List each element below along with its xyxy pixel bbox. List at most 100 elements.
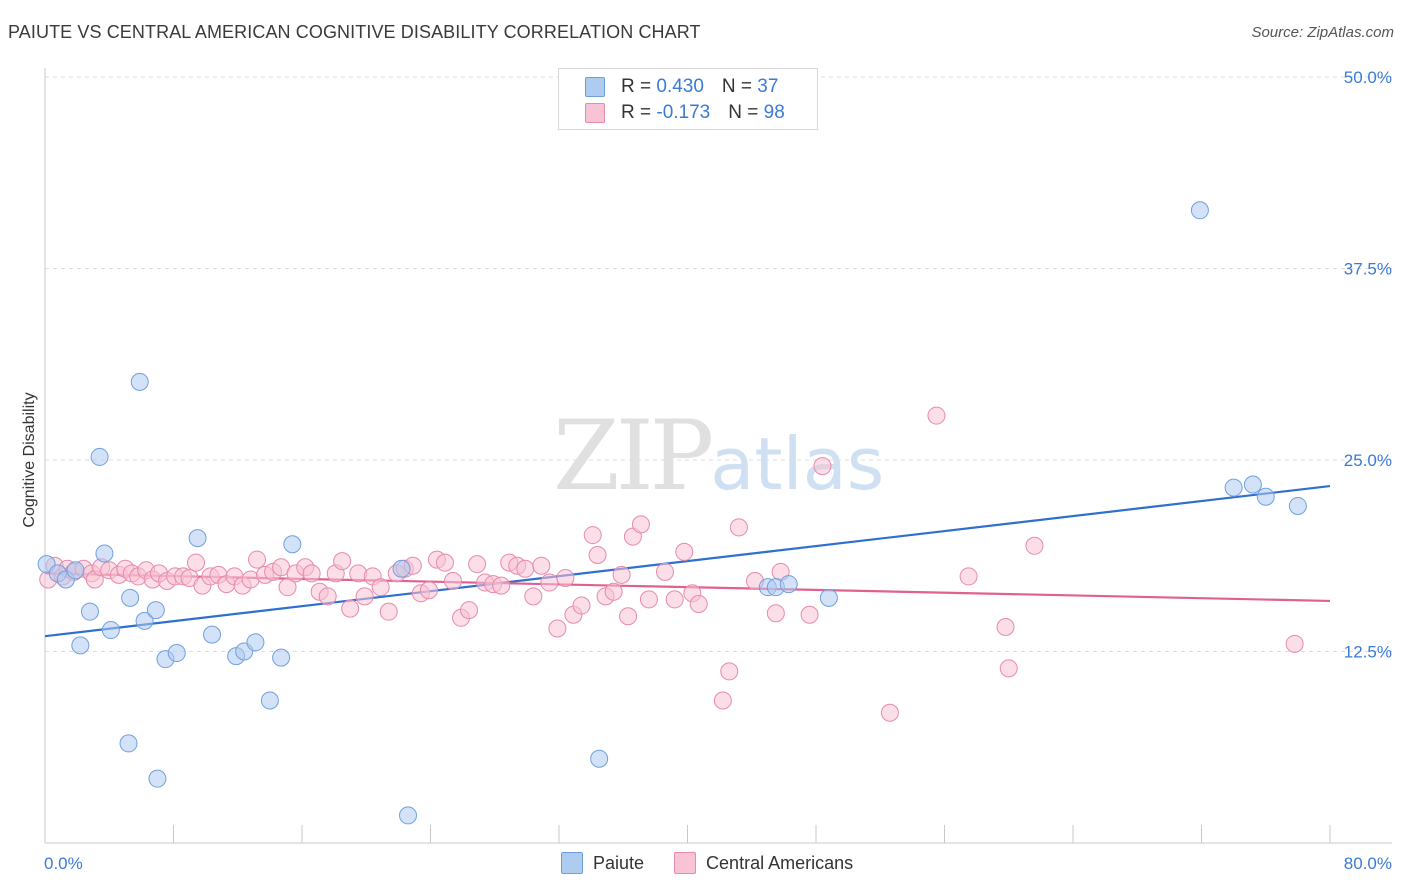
- paiute-point: [779, 575, 798, 594]
- paiute-point: [260, 691, 279, 710]
- central-american-point: [813, 457, 832, 476]
- legend-r-label: R =: [621, 76, 657, 97]
- legend-item-central-americans: Central Americans: [674, 852, 853, 874]
- central-american-point: [665, 590, 684, 609]
- central-american-point: [302, 564, 321, 583]
- legend-swatch-central-americans: [674, 852, 697, 874]
- chart-title: PAIUTE VS CENTRAL AMERICAN COGNITIVE DIS…: [8, 22, 701, 42]
- paiute-point: [80, 602, 99, 621]
- central-american-point: [468, 555, 487, 574]
- legend-row-central-americans: R = -0.173 N = 98: [585, 101, 785, 125]
- data-points: [37, 201, 1307, 825]
- paiute-point: [119, 734, 138, 753]
- axes: [44, 68, 1392, 844]
- central-american-point: [1025, 536, 1044, 555]
- central-american-point: [1285, 634, 1304, 653]
- tick-labels: 12.5% 25.0% 37.5% 50.0% 0.0% 80.0% Cognitive D…: [21, 68, 1392, 873]
- paiute-point: [1190, 201, 1209, 220]
- paiute-point: [1256, 487, 1275, 506]
- central-american-point: [999, 659, 1018, 678]
- central-american-point: [588, 545, 607, 564]
- legend-n-value: 37: [757, 76, 779, 97]
- paiute-point: [121, 588, 140, 607]
- central-american-point: [318, 587, 337, 606]
- central-american-point: [524, 587, 543, 606]
- gridlines: [45, 76, 1392, 652]
- central-american-point: [516, 559, 535, 578]
- paiute-point: [1243, 475, 1262, 494]
- y-tick-label: 50.0%: [1344, 68, 1392, 87]
- paiute-point: [1288, 496, 1307, 515]
- central-american-point: [532, 556, 551, 575]
- central-american-point: [540, 573, 559, 592]
- central-american-point: [689, 595, 708, 614]
- legend-n-value: 98: [763, 102, 785, 123]
- legend-swatch-paiute: [561, 852, 583, 874]
- paiute-point: [392, 559, 411, 578]
- central-american-point: [460, 601, 479, 620]
- paiute-point: [1224, 478, 1243, 497]
- legend-item-paiute: Paiute: [561, 852, 644, 874]
- legend-swatch-paiute: [585, 77, 605, 97]
- legend-r-label: R =: [621, 102, 657, 123]
- paiute-point: [272, 648, 291, 667]
- x-tick-label: 80.0%: [1344, 854, 1392, 873]
- trend-lines: [44, 484, 1331, 638]
- central-american-point: [572, 596, 591, 615]
- paiute-point: [399, 806, 418, 825]
- y-tick-label: 37.5%: [1344, 260, 1392, 279]
- central-american-point: [355, 587, 374, 606]
- correlation-legend: R = 0.430 N = 37 R = -0.173 N = 98: [558, 68, 818, 130]
- central-american-point: [333, 552, 352, 571]
- source-label: Source: ZipAtlas.com: [1251, 24, 1394, 41]
- paiute-point: [246, 633, 265, 652]
- legend-n-label: N =: [721, 76, 758, 97]
- watermark-zip: ZIP: [553, 400, 714, 512]
- central-american-point: [927, 406, 946, 425]
- paiute-point: [188, 529, 207, 548]
- central-american-point: [800, 605, 819, 624]
- watermark-atlas: atlas: [710, 422, 885, 506]
- central-american-point: [556, 568, 575, 587]
- paiute-point: [66, 561, 85, 580]
- central-american-point: [371, 578, 390, 597]
- y-tick-label: 12.5%: [1344, 643, 1392, 662]
- legend-label-paiute: Paiute: [593, 852, 645, 873]
- paiute-point: [167, 644, 186, 663]
- central-american-point: [379, 602, 398, 621]
- central-american-point: [720, 662, 739, 681]
- central-american-point: [959, 567, 978, 586]
- central-american-point: [612, 565, 631, 584]
- paiute-point: [283, 535, 302, 554]
- central-american-point: [880, 703, 899, 722]
- central-american-point: [604, 582, 623, 601]
- paiute-trend-line: [44, 484, 1331, 638]
- x-tick-label: 0.0%: [44, 854, 83, 873]
- paiute-point: [135, 611, 154, 630]
- central-american-point: [729, 518, 748, 537]
- central-american-point: [583, 526, 602, 545]
- central-american-point: [619, 607, 638, 626]
- central-american-point: [435, 553, 454, 572]
- watermark: ZIPatlas: [553, 400, 884, 512]
- series-legend: Paiute Central Americans: [561, 852, 883, 874]
- legend-row-paiute: R = 0.430 N = 37: [585, 75, 778, 99]
- central-american-point: [341, 599, 360, 618]
- central-american-point: [248, 550, 267, 569]
- legend-swatch-central-americans: [585, 103, 605, 123]
- central-american-point: [443, 572, 462, 591]
- paiute-point: [203, 625, 222, 644]
- legend-r-value: -0.173: [656, 102, 711, 123]
- central-american-point: [419, 581, 438, 600]
- paiute-point: [148, 769, 167, 788]
- paiute-point: [146, 601, 165, 620]
- central-american-point: [996, 617, 1015, 636]
- legend-r-value: 0.430: [656, 76, 704, 97]
- y-tick-label: 25.0%: [1344, 451, 1392, 470]
- paiute-point: [101, 621, 120, 640]
- central-american-point: [713, 691, 732, 710]
- central-american-point: [656, 562, 675, 581]
- paiute-point: [130, 372, 149, 391]
- paiute-point: [590, 749, 609, 768]
